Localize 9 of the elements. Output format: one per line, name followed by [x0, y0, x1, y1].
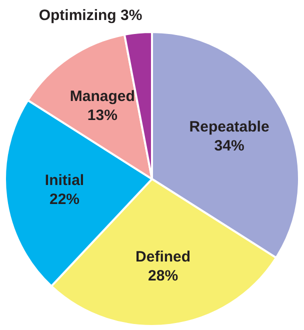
- slice-label: Managed: [70, 88, 135, 106]
- slice-label: Optimizing 3%: [38, 7, 142, 24]
- data-label: 34%: [214, 138, 244, 155]
- slice-label: Repeatable: [189, 118, 270, 136]
- data-label: 28%: [148, 268, 178, 285]
- data-label: 13%: [87, 107, 118, 124]
- slice-label: Defined: [136, 248, 191, 266]
- data-label: 22%: [49, 191, 80, 208]
- slice-label: Initial: [44, 172, 84, 190]
